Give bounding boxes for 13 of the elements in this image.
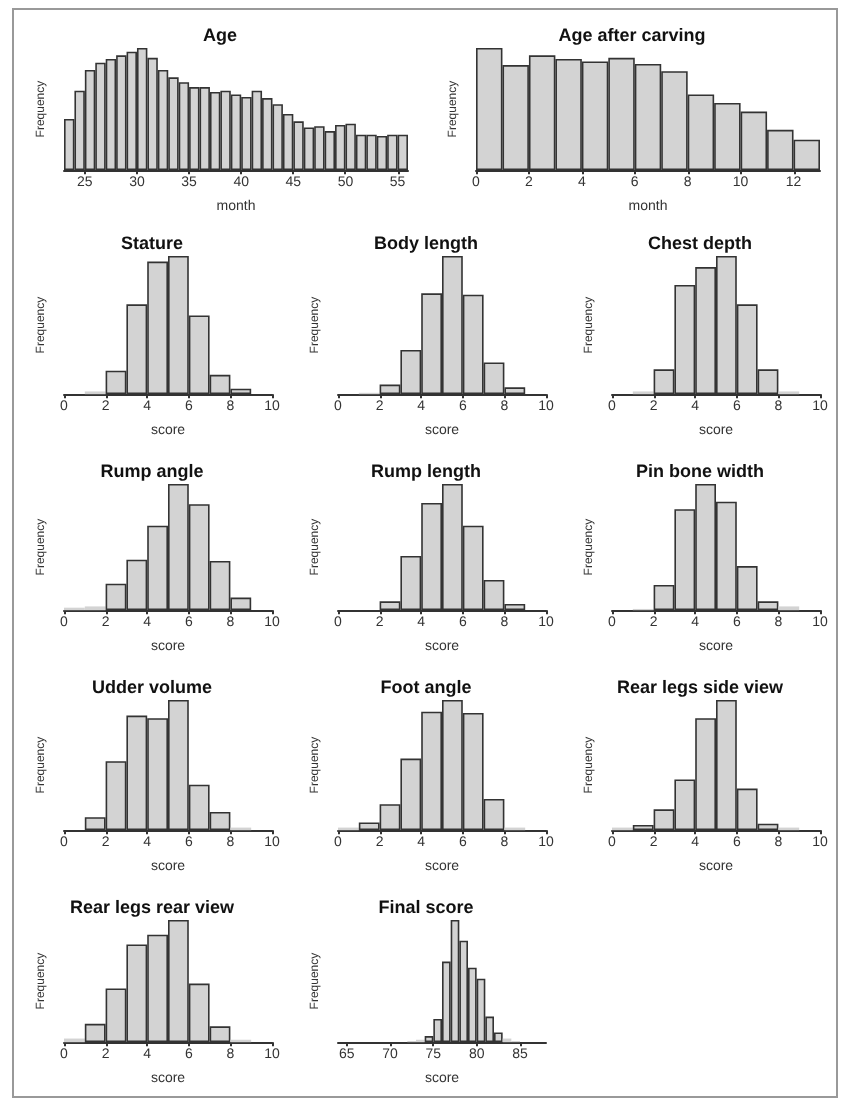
chart-title: Chest depth <box>647 233 753 253</box>
chart-title: Rear legs side view <box>616 677 786 697</box>
chart-title: Rump angle <box>100 461 204 481</box>
chart-title: Age after carving <box>558 25 706 45</box>
chart-title: Foot angle <box>380 677 472 697</box>
chart-title: Stature <box>120 233 184 253</box>
chart-title: Rear legs rear view <box>69 897 237 917</box>
chart-title: Udder volume <box>91 677 213 697</box>
chart-title: Age <box>202 25 238 45</box>
chart-title: Body length <box>374 233 478 253</box>
chart-title: Final score <box>378 897 474 917</box>
chart-title: Rump length <box>371 461 481 481</box>
chart-title: Pin bone width <box>636 461 764 481</box>
